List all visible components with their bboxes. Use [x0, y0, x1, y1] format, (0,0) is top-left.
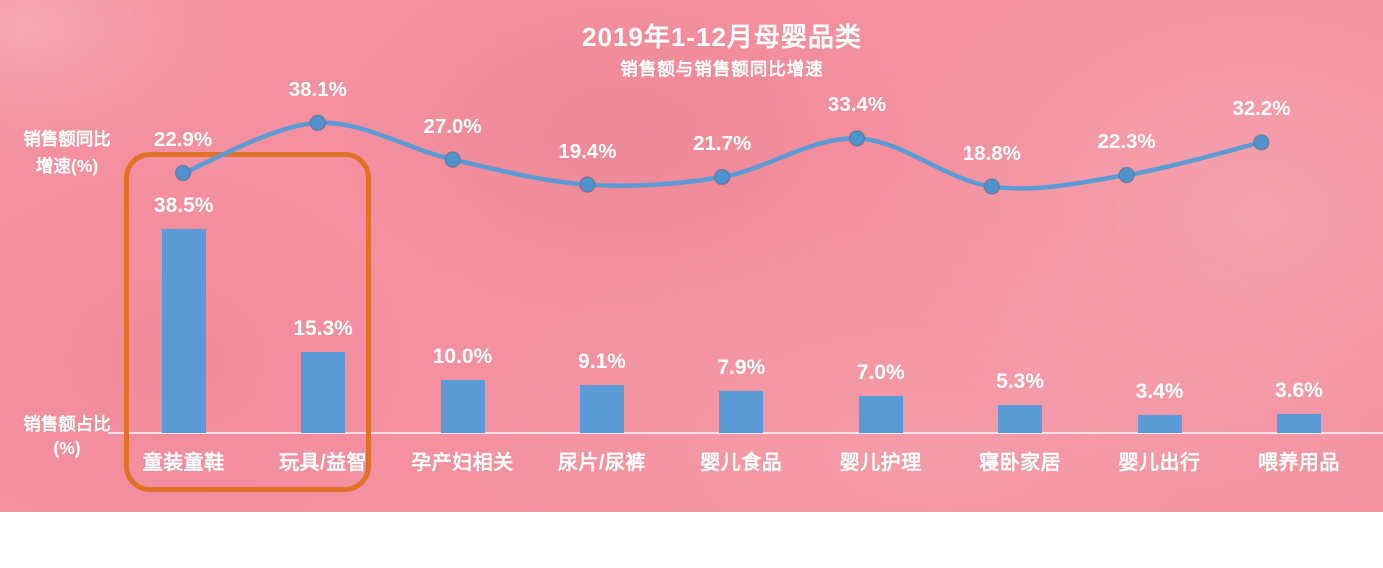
x-axis-line — [108, 432, 1383, 434]
line-value-label: 18.8% — [962, 141, 1021, 165]
highlight-box — [124, 152, 371, 492]
chart-title: 2019年1-12月母婴品类 — [582, 22, 862, 52]
bar — [440, 380, 485, 433]
line-marker — [1253, 134, 1270, 151]
line-value-label: 32.2% — [1232, 97, 1291, 121]
category-label: 婴儿食品 — [700, 452, 783, 474]
category-label: 婴儿护理 — [839, 452, 922, 474]
chart-background-photo: 2019年1-12月母婴品类 销售额与销售额同比增速 销售额同比 增速(%) 销… — [0, 0, 1383, 512]
line-value-label: 27.0% — [423, 114, 482, 138]
bar-axis-label-line1: 销售额占比 — [23, 414, 111, 434]
bar-value-label: 7.0% — [856, 360, 905, 384]
line-value-label: 22.9% — [153, 128, 213, 152]
bar-value-label: 3.4% — [1135, 379, 1184, 403]
line-marker — [309, 114, 327, 132]
bar-axis-label: 销售额占比 (%) — [0, 412, 134, 460]
bar-value-label: 3.6% — [1274, 378, 1323, 402]
line-value-label: 21.7% — [693, 131, 752, 155]
bar — [719, 391, 764, 433]
bar-value-label: 38.5% — [153, 193, 214, 217]
line-marker — [713, 168, 731, 186]
chart-subtitle: 销售额与销售额同比增速 — [620, 59, 824, 79]
bar — [1276, 413, 1321, 433]
line-value-label: 22.3% — [1097, 130, 1156, 153]
category-label: 童装童鞋 — [142, 452, 225, 474]
bar-value-label: 5.3% — [996, 369, 1045, 393]
bar — [998, 404, 1043, 433]
line-marker — [983, 178, 1001, 195]
category-label: 婴儿出行 — [1118, 452, 1201, 474]
line-marker — [848, 130, 866, 147]
line-value-label: 33.4% — [827, 93, 887, 117]
bar-value-label: 10.0% — [432, 345, 493, 368]
bar — [1137, 414, 1182, 433]
bar-axis-label-line2: (%) — [53, 438, 81, 458]
category-label: 寝卧家居 — [979, 452, 1062, 474]
line-axis-label: 销售额同比 增速(%) — [0, 126, 134, 180]
line-marker — [444, 151, 461, 168]
line-value-label: 38.1% — [288, 77, 347, 101]
line-axis-label-line1: 销售额同比 — [23, 129, 111, 149]
plot-layer: 38.5% 童装童鞋 22.9% 15.3% 玩具/益智 38.1% 10.0% 孕产妇相关 2… — [142, 77, 1340, 474]
category-label: 尿片/尿裤 — [557, 452, 646, 474]
line-value-label: 19.4% — [558, 139, 617, 163]
line-axis-label-line2: 增速(%) — [35, 156, 99, 176]
line-marker — [579, 176, 596, 193]
category-label: 孕产妇相关 — [411, 452, 514, 474]
bar — [301, 351, 346, 433]
bar — [161, 228, 206, 433]
bar-value-label: 15.3% — [293, 316, 353, 340]
category-label: 玩具/益智 — [279, 452, 368, 474]
bar — [858, 395, 903, 433]
line-marker — [174, 164, 192, 182]
line-marker — [1118, 166, 1135, 184]
footer: ◆数据来源：ECdataway数据威 ◆覆盖平台：天猫取数时间：2018/01-… — [0, 512, 1383, 568]
category-label: 喂养用品 — [1257, 452, 1340, 474]
growth-line-chart — [174, 114, 1270, 195]
bar-value-label: 9.1% — [577, 349, 626, 373]
bar-value-label: 7.9% — [717, 356, 766, 380]
bar — [579, 384, 624, 433]
